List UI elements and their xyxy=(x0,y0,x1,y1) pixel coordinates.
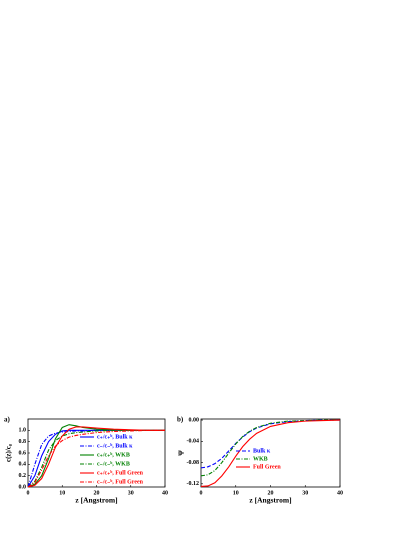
y-tick-label: 0.8 xyxy=(19,439,27,445)
x-tick-label: 40 xyxy=(337,490,343,496)
y-axis-label: c(z)/c₀ xyxy=(5,444,13,462)
x-tick-label: 20 xyxy=(268,490,274,496)
legend-label: c₋/c₋ᵇ, WKB xyxy=(97,461,130,467)
series-line xyxy=(200,419,340,469)
legend-label: c₊/c₊ᵇ, WKB xyxy=(97,452,130,458)
x-tick-label: 0 xyxy=(27,490,30,496)
x-tick-label: 0 xyxy=(200,490,203,496)
y-tick-label: 0.00 xyxy=(189,417,200,423)
series-line xyxy=(27,429,165,488)
x-tick-label: 10 xyxy=(59,490,65,496)
y-tick-label: 1.0 xyxy=(19,428,27,434)
y-tick-label: 0.6 xyxy=(19,450,27,456)
x-tick-label: 10 xyxy=(233,490,239,496)
legend-label: WKB xyxy=(253,456,268,462)
x-tick-label: 40 xyxy=(162,490,168,496)
series-line xyxy=(27,426,165,488)
series-line xyxy=(27,429,165,488)
panel-label: b) xyxy=(177,416,184,424)
legend-label: Full Green xyxy=(253,464,281,470)
y-tick-label: -0.04 xyxy=(187,439,200,445)
x-tick-label: 20 xyxy=(94,490,100,496)
legend-label: c₊/c₊ᵇ, Bulk κ xyxy=(97,434,133,440)
y-tick-label: 0.0 xyxy=(19,484,27,490)
y-tick-label: 0.2 xyxy=(19,473,27,479)
x-axis-label: z [Angstrom] xyxy=(249,496,291,505)
legend-label: c₋/c₋ᵇ, Full Green xyxy=(97,479,144,485)
legend-label: c₊/c₊ᵇ, Full Green xyxy=(97,470,144,476)
y-tick-label: -0.12 xyxy=(187,481,200,487)
y-axis-label: Ψ xyxy=(178,450,186,456)
x-tick-label: 30 xyxy=(128,490,134,496)
legend-label: c₋/c₋ᵇ, Bulk κ xyxy=(97,443,133,449)
series-line xyxy=(200,419,341,488)
x-tick-label: 30 xyxy=(302,490,308,496)
y-tick-label: 0.4 xyxy=(19,462,27,468)
x-axis-label: z [Angstrom] xyxy=(75,496,117,505)
series-line xyxy=(27,429,165,488)
y-tick-label: -0.08 xyxy=(187,460,200,466)
plot-frame xyxy=(200,418,341,488)
legend-label: Bulk κ xyxy=(253,448,271,454)
series-line xyxy=(200,419,340,477)
panel-label: a) xyxy=(4,416,11,424)
